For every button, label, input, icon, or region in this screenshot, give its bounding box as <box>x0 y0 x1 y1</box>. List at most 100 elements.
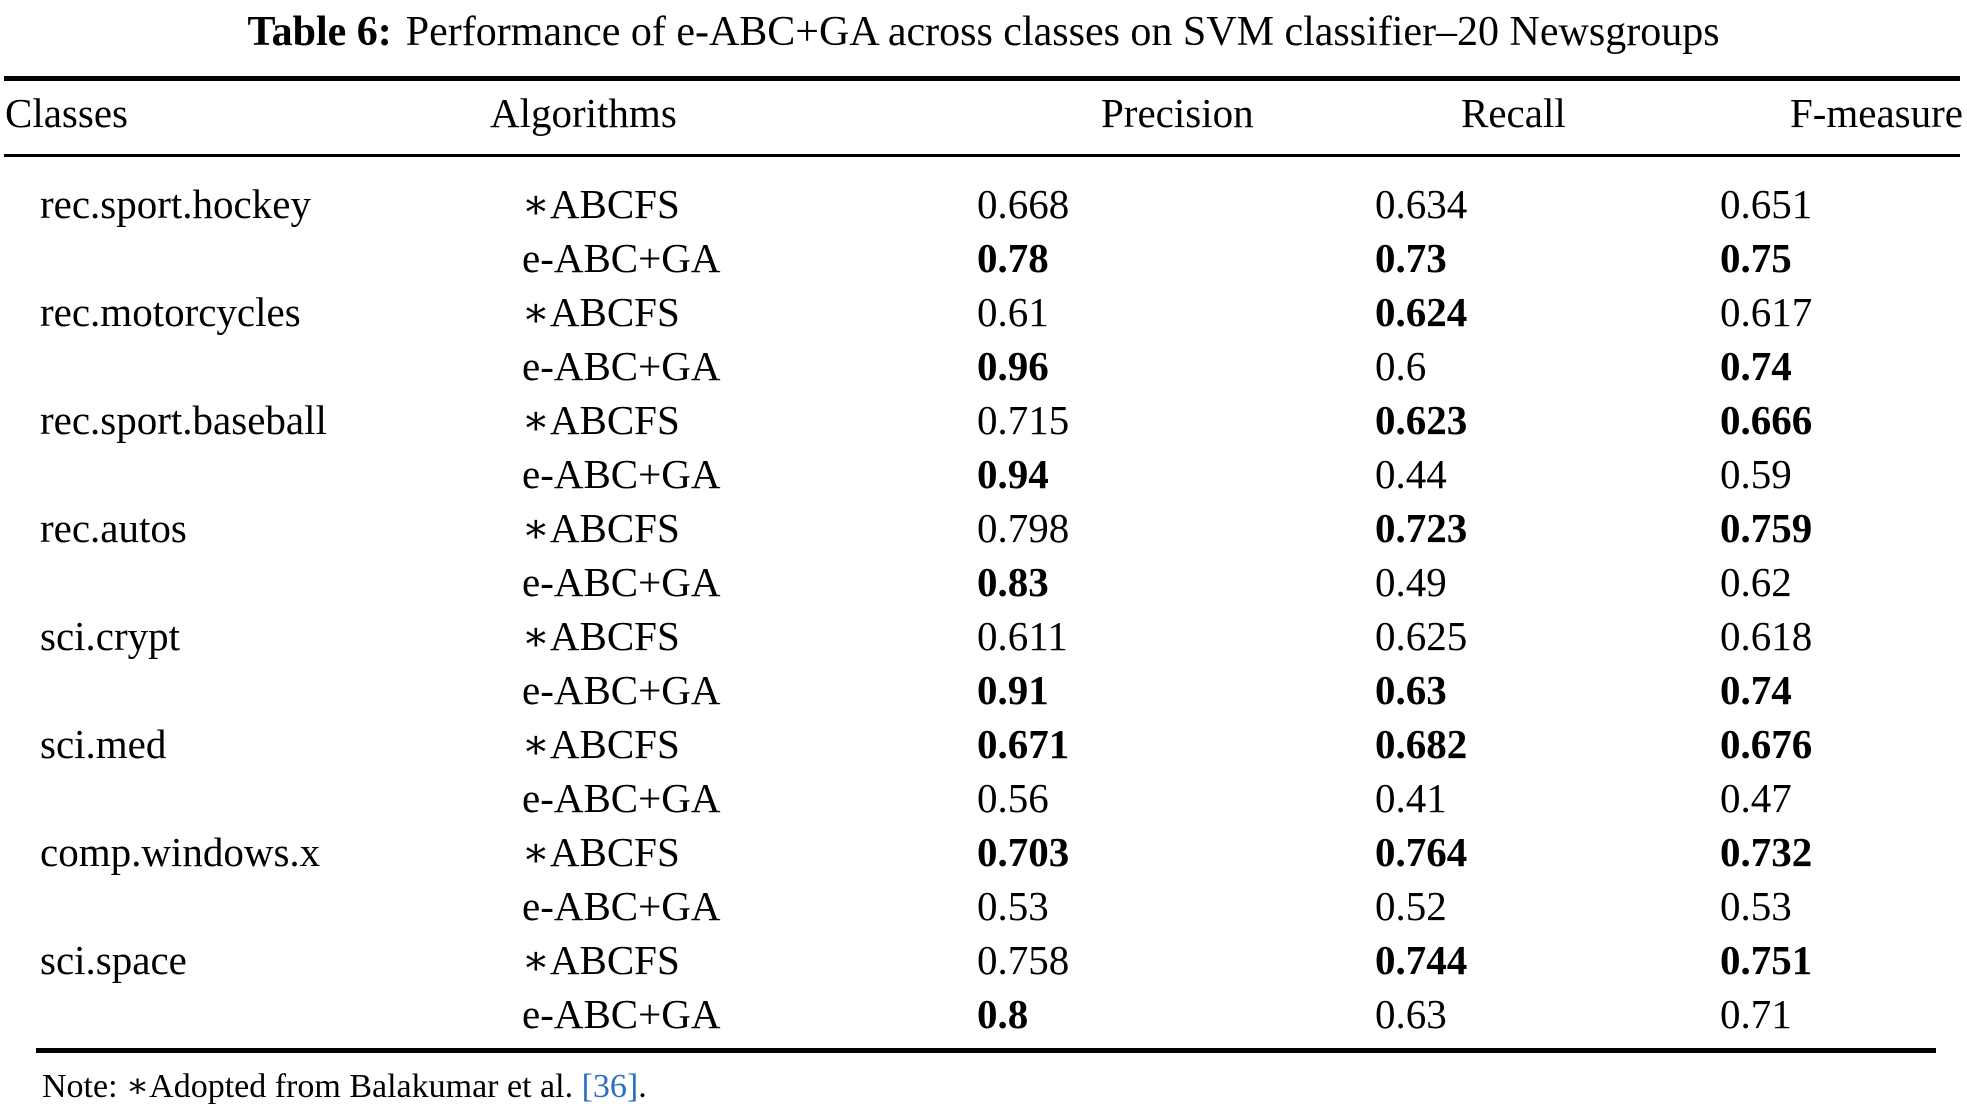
table-footnote: Note: ∗Adopted from Balakumar et al. [36… <box>42 1066 647 1108</box>
column-header-precision: Precision <box>1101 89 1254 136</box>
f-measure-cell: 0.618 <box>1720 613 1813 659</box>
f-measure-cell: 0.651 <box>1720 181 1813 227</box>
precision-cell: 0.611 <box>977 613 1068 659</box>
recall-cell: 0.623 <box>1375 397 1468 443</box>
table-row: sci.med ∗ABCFS 0.671 0.682 0.676 <box>0 717 1967 771</box>
table-row: e-ABC+GA 0.56 0.41 0.47 <box>0 771 1967 825</box>
table-body: rec.sport.hockey ∗ABCFS 0.668 0.634 0.65… <box>0 157 1967 1048</box>
f-measure-cell: 0.47 <box>1720 775 1792 821</box>
table-header-row: Classes Algorithms Precision Recall F-me… <box>0 81 1967 154</box>
algorithm-cell: ∗ABCFS <box>522 721 680 767</box>
recall-cell: 0.723 <box>1375 505 1468 551</box>
f-measure-cell: 0.74 <box>1720 667 1792 713</box>
f-measure-cell: 0.732 <box>1720 829 1813 875</box>
algorithm-cell: ∗ABCFS <box>522 289 680 335</box>
algorithm-cell: ∗ABCFS <box>522 829 680 875</box>
precision-cell: 0.94 <box>977 451 1049 497</box>
algorithm-cell: ∗ABCFS <box>522 613 680 659</box>
column-header-f-measure: F-measure <box>1789 89 1963 136</box>
precision-cell: 0.53 <box>977 883 1049 929</box>
precision-cell: 0.671 <box>977 721 1070 767</box>
f-measure-cell: 0.53 <box>1720 883 1792 929</box>
class-cell: sci.space <box>40 937 187 983</box>
algorithm-cell: e-ABC+GA <box>522 775 721 821</box>
recall-cell: 0.41 <box>1375 775 1447 821</box>
recall-cell: 0.634 <box>1375 181 1468 227</box>
f-measure-cell: 0.71 <box>1720 991 1792 1037</box>
table-caption-text: Performance of e-ABC+GA across classes o… <box>405 9 1720 55</box>
precision-cell: 0.61 <box>977 289 1049 335</box>
algorithm-cell: e-ABC+GA <box>522 559 721 605</box>
algorithm-cell: e-ABC+GA <box>522 451 721 497</box>
f-measure-cell: 0.75 <box>1720 235 1792 281</box>
class-cell: comp.windows.x <box>40 829 321 875</box>
table-caption: Table 6: Performance of e-ABC+GA across c… <box>0 6 1967 58</box>
algorithm-cell: e-ABC+GA <box>522 235 721 281</box>
table-row: e-ABC+GA 0.96 0.6 0.74 <box>0 339 1967 393</box>
class-cell: rec.sport.baseball <box>40 397 327 443</box>
class-cell: sci.crypt <box>40 613 181 659</box>
column-header-recall: Recall <box>1461 89 1566 136</box>
table-row: e-ABC+GA 0.94 0.44 0.59 <box>0 447 1967 501</box>
recall-cell: 0.63 <box>1375 667 1447 713</box>
algorithm-cell: ∗ABCFS <box>522 505 680 551</box>
class-cell: rec.autos <box>40 505 187 551</box>
recall-cell: 0.764 <box>1375 829 1468 875</box>
recall-cell: 0.624 <box>1375 289 1468 335</box>
citation-link[interactable]: [36] <box>581 1068 639 1105</box>
table-row: rec.sport.hockey ∗ABCFS 0.668 0.634 0.65… <box>0 177 1967 231</box>
algorithm-cell: ∗ABCFS <box>522 937 680 983</box>
class-cell: sci.med <box>40 721 167 767</box>
algorithm-cell: ∗ABCFS <box>522 181 680 227</box>
precision-cell: 0.668 <box>977 181 1070 227</box>
f-measure-cell: 0.751 <box>1720 937 1813 983</box>
recall-cell: 0.63 <box>1375 991 1447 1037</box>
recall-cell: 0.52 <box>1375 883 1447 929</box>
table-caption-label: Table 6: <box>247 9 392 55</box>
precision-cell: 0.8 <box>977 991 1029 1037</box>
f-measure-cell: 0.74 <box>1720 343 1792 389</box>
table-row: rec.autos ∗ABCFS 0.798 0.723 0.759 <box>0 501 1967 555</box>
recall-cell: 0.49 <box>1375 559 1447 605</box>
precision-cell: 0.96 <box>977 343 1049 389</box>
recall-cell: 0.682 <box>1375 721 1468 767</box>
f-measure-cell: 0.62 <box>1720 559 1792 605</box>
table-row: e-ABC+GA 0.53 0.52 0.53 <box>0 879 1967 933</box>
table-top-rule <box>4 76 1960 81</box>
algorithm-cell: ∗ABCFS <box>522 397 680 443</box>
f-measure-cell: 0.759 <box>1720 505 1813 551</box>
table-row: sci.crypt ∗ABCFS 0.611 0.625 0.618 <box>0 609 1967 663</box>
algorithm-cell: e-ABC+GA <box>522 991 721 1037</box>
f-measure-cell: 0.676 <box>1720 721 1813 767</box>
recall-cell: 0.44 <box>1375 451 1447 497</box>
precision-cell: 0.83 <box>977 559 1049 605</box>
algorithm-cell: e-ABC+GA <box>522 343 721 389</box>
algorithm-cell: e-ABC+GA <box>522 883 721 929</box>
table-row: e-ABC+GA 0.8 0.63 0.71 <box>0 987 1967 1041</box>
precision-cell: 0.91 <box>977 667 1049 713</box>
table-row: rec.motorcycles ∗ABCFS 0.61 0.624 0.617 <box>0 285 1967 339</box>
precision-cell: 0.715 <box>977 397 1070 443</box>
precision-cell: 0.703 <box>977 829 1070 875</box>
column-header-classes: Classes <box>5 89 128 136</box>
f-measure-cell: 0.617 <box>1720 289 1813 335</box>
precision-cell: 0.56 <box>977 775 1049 821</box>
footnote-period: . <box>638 1068 647 1105</box>
table-row: comp.windows.x ∗ABCFS 0.703 0.764 0.732 <box>0 825 1967 879</box>
precision-cell: 0.798 <box>977 505 1070 551</box>
table-row: sci.space ∗ABCFS 0.758 0.744 0.751 <box>0 933 1967 987</box>
precision-cell: 0.758 <box>977 937 1070 983</box>
table-row: e-ABC+GA 0.91 0.63 0.74 <box>0 663 1967 717</box>
table-row: e-ABC+GA 0.78 0.73 0.75 <box>0 231 1967 285</box>
recall-cell: 0.73 <box>1375 235 1447 281</box>
class-cell: rec.motorcycles <box>40 289 301 335</box>
recall-cell: 0.744 <box>1375 937 1468 983</box>
precision-cell: 0.78 <box>977 235 1049 281</box>
table-bottom-rule <box>36 1048 1936 1053</box>
table-row: e-ABC+GA 0.83 0.49 0.62 <box>0 555 1967 609</box>
algorithm-cell: e-ABC+GA <box>522 667 721 713</box>
recall-cell: 0.625 <box>1375 613 1468 659</box>
f-measure-cell: 0.666 <box>1720 397 1813 443</box>
f-measure-cell: 0.59 <box>1720 451 1792 497</box>
